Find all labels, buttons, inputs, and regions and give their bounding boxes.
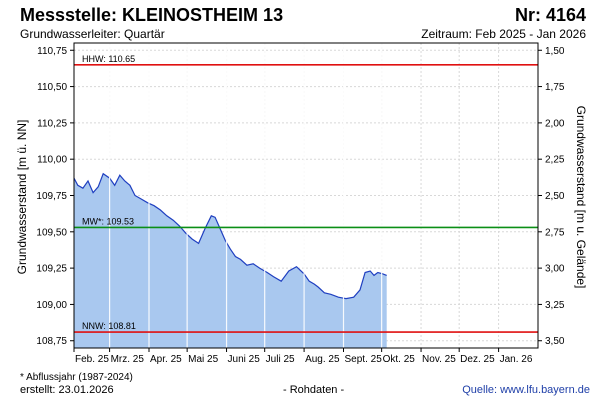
x-tick-label: Dez. 25	[460, 354, 495, 365]
x-tick-label: Jan. 26	[500, 354, 533, 365]
left-tick-label: 110,50	[37, 82, 67, 93]
x-tick-label: Sept. 25	[345, 354, 383, 365]
page-title: Messstelle: KLEINOSTHEIM 13	[20, 5, 284, 25]
right-tick-label: 3,25	[545, 300, 565, 311]
left-tick-label: 109,25	[36, 264, 67, 275]
x-tick-label: Mai 25	[188, 354, 218, 365]
footnote: * Abflussjahr (1987-2024)	[20, 372, 133, 383]
left-tick-label: 108,75	[36, 336, 67, 347]
left-tick-label: 109,50	[36, 227, 67, 238]
created-date: erstellt: 23.01.2026	[20, 384, 114, 396]
station-number: Nr: 4164	[514, 5, 586, 25]
left-tick-label: 110,75	[37, 46, 67, 57]
period-label: Zeitraum: Feb 2025 - Jan 2026	[421, 27, 586, 41]
right-tick-label: 3,50	[545, 336, 565, 347]
left-axis-title: Grundwasserstand [m ü. NN]	[15, 120, 29, 275]
right-tick-label: 2,00	[545, 118, 565, 129]
month-separators	[108, 43, 383, 348]
x-tick-label: Juni 25	[228, 354, 261, 365]
reference-label: NNW: 108.81	[82, 321, 136, 331]
left-tick-label: 110,25	[37, 118, 67, 129]
right-y-axis: 1,50 1,75 2,00 2,25 2,50 2,75 3,00 3,25 3,50	[538, 46, 565, 347]
x-tick-label: Feb. 25	[75, 354, 109, 365]
right-tick-label: 1,75	[545, 82, 565, 93]
right-tick-label: 3,00	[545, 264, 565, 275]
x-axis: Feb. 25 Mrz. 25 Apr. 25 Mai 25 Juni 25 Juli 2…	[73, 348, 533, 365]
raw-data-note: - Rohdaten -	[283, 384, 345, 396]
left-tick-label: 110,00	[37, 155, 67, 166]
left-tick-label: 109,75	[36, 191, 67, 202]
x-tick-label: Aug. 25	[305, 354, 340, 365]
right-tick-label: 2,75	[545, 227, 565, 238]
series-area-layer	[73, 172, 387, 348]
source-link[interactable]: Quelle: www.lfu.bayern.de	[462, 384, 590, 396]
x-tick-label: Okt. 25	[383, 354, 416, 365]
right-tick-label: 2,50	[545, 191, 565, 202]
aquifer-subtitle: Grundwasserleiter: Quartär	[20, 27, 165, 41]
right-axis-title: Grundwasserstand [m u. Gelände]	[574, 106, 588, 289]
reference-label: HHW: 110.65	[82, 54, 135, 64]
right-tick-label: 1,50	[545, 46, 565, 57]
x-tick-label: Nov. 25	[422, 354, 456, 365]
left-y-axis: 108,75 109,00 109,25 109,50 109,75 110,00 110,…	[36, 46, 74, 347]
series-area	[74, 173, 387, 348]
reference-label: MW*: 109.53	[82, 216, 134, 226]
series-line	[73, 172, 387, 300]
x-tick-label: Mrz. 25	[111, 354, 145, 365]
reference-lines: HHW: 110.65 MW*: 109.53 NNW: 108.81	[74, 54, 538, 333]
right-tick-label: 2,25	[545, 155, 565, 166]
x-tick-label: Juli 25	[266, 354, 295, 365]
left-tick-label: 109,00	[36, 300, 67, 311]
x-tick-label: Apr. 25	[150, 354, 182, 365]
